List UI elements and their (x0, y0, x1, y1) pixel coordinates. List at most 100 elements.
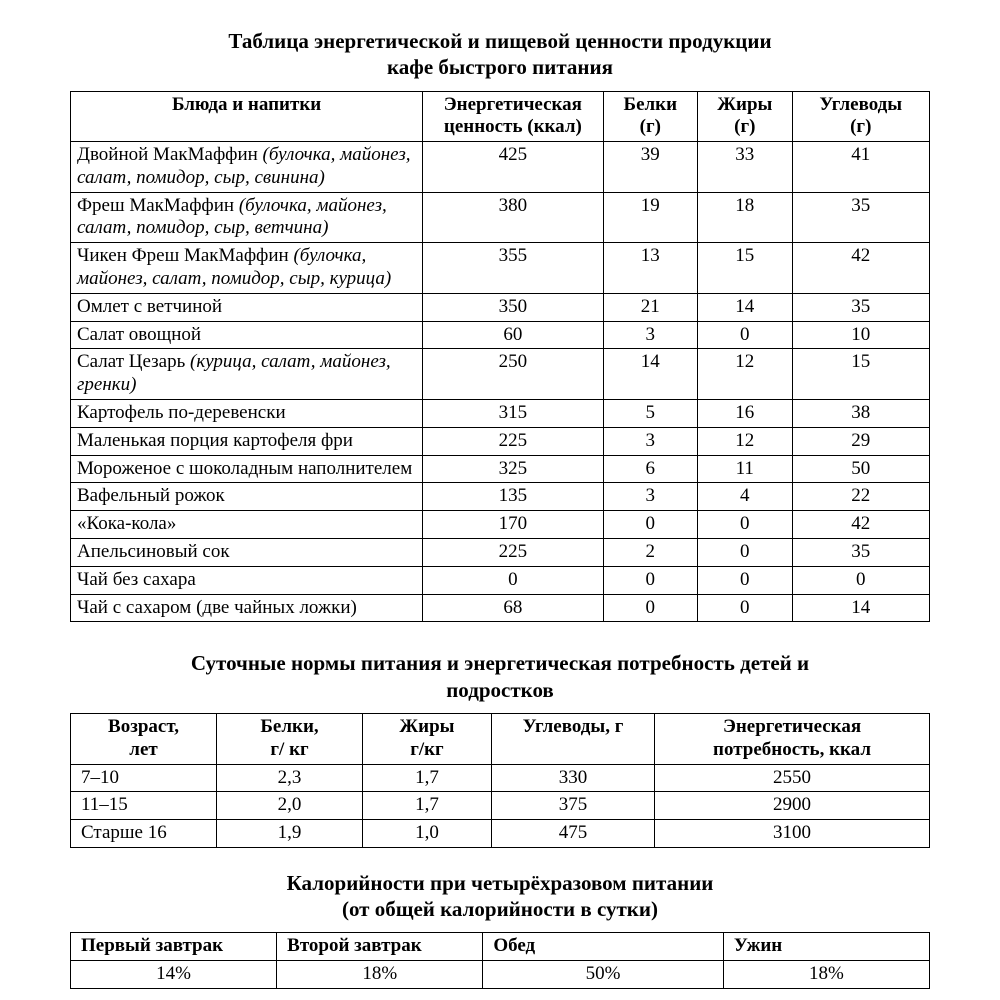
value-cell: 315 (423, 400, 603, 428)
table-row: Картофель по-деревенски31551638 (71, 400, 930, 428)
dish-cell: Салат овощной (71, 321, 423, 349)
value-cell: 225 (423, 539, 603, 567)
title-line: Калорийности при четырёхразовом питании (287, 871, 714, 895)
title-line: (от общей калорийности в сутки) (342, 897, 658, 921)
dish-cell: Маленькая порция картофеля фри (71, 427, 423, 455)
value-cell: 0 (698, 321, 792, 349)
value-cell: 39 (603, 142, 697, 193)
value-cell: 68 (423, 594, 603, 622)
value-cell: 14 (603, 349, 697, 400)
value-cell: 41 (792, 142, 929, 193)
dish-cell: Чай с сахаром (две чайных ложки) (71, 594, 423, 622)
value-cell: 13 (603, 243, 697, 294)
col-breakfast2: Второй завтрак (277, 933, 483, 961)
title-line: Суточные нормы питания и энергетическая … (191, 651, 809, 675)
table-header-row: Блюда и напитки Энергетическая ценность … (71, 91, 930, 142)
value-cell: 0 (603, 594, 697, 622)
value-cell: 0 (698, 594, 792, 622)
value-cell: 6 (603, 455, 697, 483)
col-kcal: Энергетическая ценность (ккал) (423, 91, 603, 142)
col-dishes: Блюда и напитки (71, 91, 423, 142)
value-cell: 375 (491, 792, 654, 820)
nutrition-table: Блюда и напитки Энергетическая ценность … (70, 91, 930, 623)
daily-norms-table: Возраст, лет Белки, г/ кг Жиры г/кг Угле… (70, 713, 930, 848)
dish-name: Чикен Фреш МакМаффин (77, 245, 289, 266)
meal-distribution-table: Первый завтрак Второй завтрак Обед Ужин … (70, 932, 930, 989)
value-cell: 38 (792, 400, 929, 428)
table-row: Чикен Фреш МакМаффин (булочка, майонез, … (71, 243, 930, 294)
value-cell: 7–10 (71, 764, 217, 792)
value-cell: 1,7 (363, 764, 492, 792)
table-row: Двойной МакМаффин (булочка, майонез, сал… (71, 142, 930, 193)
table-row: Салат Цезарь (курица, салат, майонез, гр… (71, 349, 930, 400)
value-cell: 330 (491, 764, 654, 792)
table1-title: Таблица энергетической и пищевой ценност… (70, 28, 930, 81)
col-protein: Белки (г) (603, 91, 697, 142)
value-cell: 15 (792, 349, 929, 400)
table-row: Старше 161,91,04753100 (71, 820, 930, 848)
dish-name: Чай без сахара (77, 569, 196, 590)
value-cell: 14 (792, 594, 929, 622)
title-line: кафе быстрого питания (387, 55, 613, 79)
dish-name: Салат овощной (77, 324, 201, 345)
col-kcal: Энергетическая потребность, ккал (655, 713, 930, 764)
value-cell: 425 (423, 142, 603, 193)
value-cell: 5 (603, 400, 697, 428)
dish-name: Омлет с ветчиной (77, 296, 222, 317)
dish-cell: Двойной МакМаффин (булочка, майонез, сал… (71, 142, 423, 193)
value-cell: 60 (423, 321, 603, 349)
value-cell: 50 (792, 455, 929, 483)
dish-cell: Чикен Фреш МакМаффин (булочка, майонез, … (71, 243, 423, 294)
value-cell: 170 (423, 511, 603, 539)
table2-title: Суточные нормы питания и энергетическая … (70, 650, 930, 703)
value-cell: 380 (423, 192, 603, 243)
value-cell: 2550 (655, 764, 930, 792)
dish-name: Салат Цезарь (77, 351, 185, 372)
dish-name: «Кока-кола» (77, 513, 176, 534)
value-cell: 22 (792, 483, 929, 511)
table-header-row: Первый завтрак Второй завтрак Обед Ужин (71, 933, 930, 961)
value-cell: Старше 16 (71, 820, 217, 848)
value-cell: 350 (423, 293, 603, 321)
value-cell: 475 (491, 820, 654, 848)
value-cell: 19 (603, 192, 697, 243)
table-row: Вафельный рожок1353422 (71, 483, 930, 511)
col-fat: Жиры г/кг (363, 713, 492, 764)
table-row: Маленькая порция картофеля фри22531229 (71, 427, 930, 455)
dish-name: Маленькая порция картофеля фри (77, 430, 353, 451)
value-cell: 0 (698, 539, 792, 567)
value-cell: 2 (603, 539, 697, 567)
table-row: Апельсиновый сок2252035 (71, 539, 930, 567)
table-row: Фреш МакМаффин (булочка, майонез, салат,… (71, 192, 930, 243)
dish-name: Картофель по-деревенски (77, 402, 286, 423)
title-line: подростков (446, 678, 554, 702)
value-cell: 325 (423, 455, 603, 483)
col-breakfast1: Первый завтрак (71, 933, 277, 961)
dish-name: Фреш МакМаффин (77, 195, 234, 216)
value-cell: 12 (698, 349, 792, 400)
value-cell: 42 (792, 243, 929, 294)
value-cell: 35 (792, 192, 929, 243)
table-row: Мороженое с шоколадным наполнителем32561… (71, 455, 930, 483)
value-cell: 33 (698, 142, 792, 193)
value-cell: 35 (792, 539, 929, 567)
table-row: 11–152,01,73752900 (71, 792, 930, 820)
value-cell: 14 (698, 293, 792, 321)
dish-name: Мороженое с шоколадным наполнителем (77, 458, 412, 479)
value-cell: 10 (792, 321, 929, 349)
dish-name: Вафельный рожок (77, 485, 225, 506)
value-cell: 0 (698, 511, 792, 539)
value-cell: 0 (698, 566, 792, 594)
table-row: Чай с сахаром (две чайных ложки)680014 (71, 594, 930, 622)
value-cell: 135 (423, 483, 603, 511)
title-line: Таблица энергетической и пищевой ценност… (228, 29, 771, 53)
value-cell: 15 (698, 243, 792, 294)
col-carbs: Углеводы (г) (792, 91, 929, 142)
col-lunch: Обед (483, 933, 724, 961)
dish-cell: Вафельный рожок (71, 483, 423, 511)
table-row: 14% 18% 50% 18% (71, 961, 930, 989)
table-row: «Кока-кола»1700042 (71, 511, 930, 539)
dish-cell: Апельсиновый сок (71, 539, 423, 567)
cell: 18% (723, 961, 929, 989)
dish-cell: Картофель по-деревенски (71, 400, 423, 428)
